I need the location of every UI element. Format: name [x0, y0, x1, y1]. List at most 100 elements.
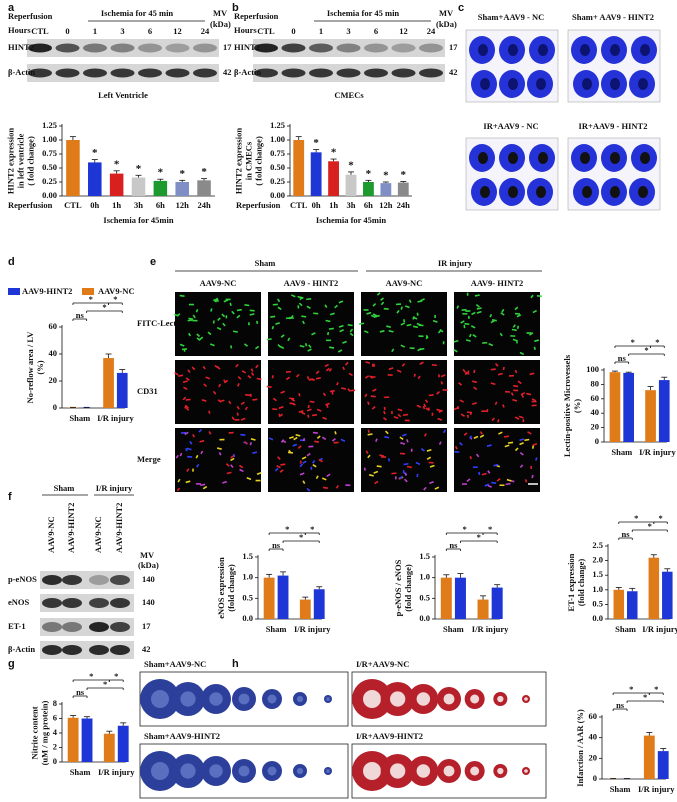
- vessel: [276, 298, 281, 303]
- error-bar: [266, 573, 273, 578]
- heart-lumen: [610, 44, 620, 56]
- vessel: [367, 401, 370, 405]
- heart-lumen: [536, 186, 546, 198]
- error-bar: [660, 748, 667, 752]
- vessel: [532, 309, 538, 314]
- bar: [153, 180, 168, 196]
- vessel: [340, 438, 346, 442]
- blot-band: [391, 68, 416, 78]
- vessel: [512, 398, 518, 402]
- vessel: [487, 484, 493, 488]
- vessel: [494, 401, 498, 406]
- vessel: [531, 474, 534, 479]
- vessel: [325, 402, 330, 406]
- significance: *: [158, 167, 164, 179]
- vessel: [453, 348, 458, 353]
- significance: *: [629, 684, 633, 694]
- vessel: [375, 314, 380, 318]
- vessel: [182, 380, 188, 384]
- heart-lumen: [638, 78, 648, 90]
- vessel: [479, 431, 483, 435]
- blot-band: [55, 68, 80, 78]
- vessel: [239, 468, 244, 473]
- y-tick-label: 0.5: [419, 592, 430, 602]
- vessel: [513, 384, 519, 388]
- vessel: [298, 302, 303, 307]
- vessel: [399, 436, 404, 441]
- blot-band: [336, 68, 361, 78]
- heart-slice-core: [296, 695, 304, 703]
- kda-label: (kDa): [210, 19, 231, 29]
- significance-bracket: [614, 361, 630, 364]
- vessel: [342, 340, 347, 344]
- vessel: [318, 458, 324, 463]
- vessel: [184, 405, 187, 409]
- vessel: [230, 457, 235, 462]
- blot-band: [165, 43, 190, 53]
- error-bar: [443, 574, 450, 578]
- vessel: [179, 343, 185, 347]
- vessel: [401, 363, 406, 367]
- vessel: [201, 399, 207, 402]
- heart-slice-core: [326, 769, 330, 773]
- vessel: [297, 295, 303, 299]
- vessel: [466, 478, 471, 483]
- vessel: [266, 385, 272, 388]
- lane-label: 3: [346, 26, 350, 36]
- x-row-label: Reperfusion: [236, 200, 281, 210]
- y-tick-label: 0.25: [270, 176, 285, 186]
- vessel: [325, 319, 331, 323]
- vessel: [311, 332, 316, 336]
- error-bar: [625, 371, 632, 373]
- vessel: [423, 486, 427, 491]
- row-label: Reperfusion: [234, 11, 279, 21]
- y-tick-label: 0.00: [42, 190, 57, 200]
- vessel: [400, 322, 406, 326]
- significance: *: [655, 337, 659, 347]
- vessel: [280, 334, 285, 338]
- vessel: [419, 361, 424, 365]
- vessel: [279, 345, 285, 350]
- vessel: [491, 319, 497, 322]
- vessel: [231, 416, 235, 421]
- blot-band: [281, 68, 306, 78]
- image-label: I/R+AAV9-NC: [356, 659, 409, 669]
- vessel: [481, 472, 487, 476]
- lane-label: CTL: [257, 26, 275, 36]
- vessel: [514, 416, 520, 420]
- y-axis-label: (%): [572, 399, 582, 413]
- vessel: [196, 463, 200, 468]
- vessel: [472, 402, 478, 405]
- y-axis-label: in CMECs: [244, 141, 254, 180]
- significance: *: [201, 166, 207, 178]
- x-tick-label: I/R injury: [97, 413, 134, 423]
- heart-slice-core: [238, 765, 250, 777]
- vessel: [195, 308, 199, 313]
- heart-slice-core: [180, 763, 196, 779]
- vessel: [335, 485, 339, 489]
- vessel: [432, 319, 438, 323]
- vessel: [371, 363, 376, 368]
- vessel: [469, 435, 473, 440]
- vessel: [416, 473, 419, 478]
- vessel: [520, 391, 526, 396]
- bar: [380, 183, 392, 196]
- vessel: [236, 405, 240, 410]
- error-bar: [201, 178, 208, 181]
- vessel: [453, 339, 459, 343]
- y-tick-label: 1.00: [270, 134, 285, 144]
- y-tick-label: 1.5: [419, 551, 430, 561]
- blot-band: [89, 575, 109, 585]
- error-bar: [611, 370, 618, 373]
- panel-letter: h: [232, 658, 239, 670]
- heart-lumen: [478, 44, 488, 56]
- column-label: AAV9 - HINT2: [284, 278, 339, 288]
- vessel: [428, 394, 434, 397]
- y-axis-label: (fold change): [403, 564, 413, 612]
- vessel: [396, 369, 402, 373]
- vessel: [337, 349, 343, 353]
- vessel: [490, 382, 496, 386]
- vessel: [415, 461, 421, 466]
- blot-band: [309, 68, 333, 78]
- y-tick-label: 0: [595, 436, 599, 446]
